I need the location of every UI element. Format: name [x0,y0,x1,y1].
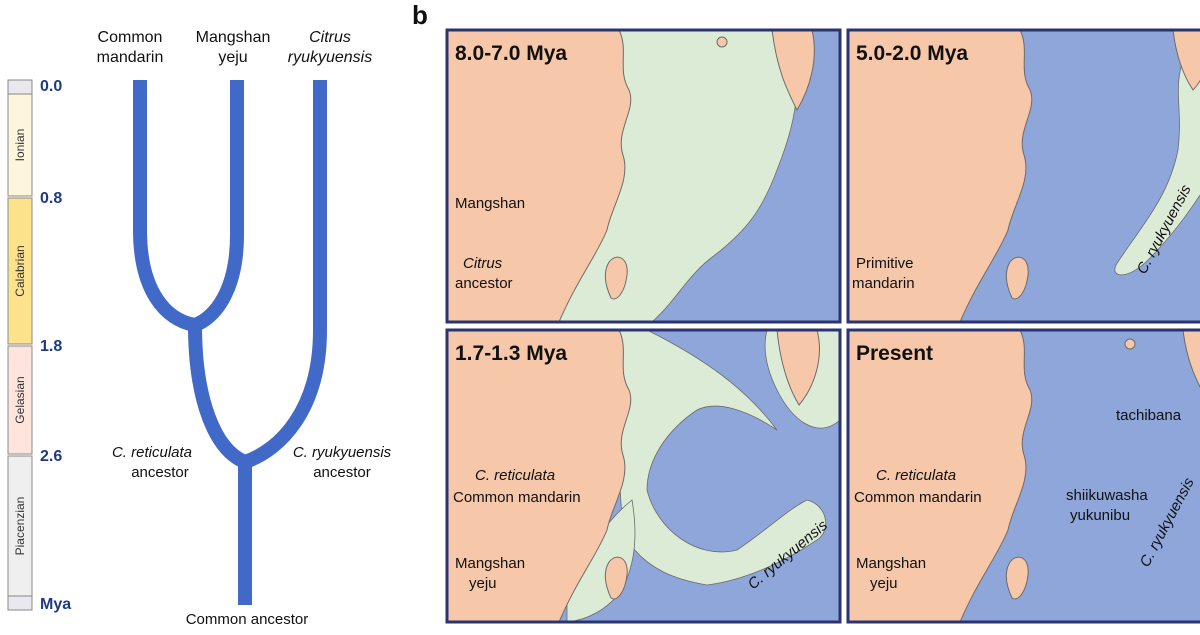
age-unit: Mya [40,596,71,613]
ancestor-label: C. reticulata [112,444,192,461]
ancestor-label: ancestor [313,464,371,481]
map-label: shiikuwasha [1066,487,1148,504]
map-panel: 1.7-1.3 Mya C. reticulata Common mandari… [445,328,842,624]
tip-label: Citrus [309,29,351,46]
stage-box [7,345,33,455]
map-panel: 8.0-7.0 Mya Mangshan Citrus ancestor [445,28,842,324]
map-label: Common mandarin [453,489,581,506]
tip-label: Mangshan [196,29,271,46]
map-label: Mangshan [856,555,926,572]
tip-label: yeju [218,49,247,66]
panel-label: b [412,0,428,30]
map-title: 8.0-7.0 Mya [455,42,567,65]
map-label: C. reticulata [475,467,555,484]
map-title: 1.7-1.3 Mya [455,342,567,365]
map-label: Primitive [856,255,914,272]
map-label: Mangshan [455,195,525,212]
stage-label: Piacenzian [13,497,27,556]
tip-label: ryukyuensis [288,49,372,66]
map-label: Common mandarin [854,489,982,506]
map-label: ancestor [455,275,513,292]
age-label: 0.8 [40,190,62,207]
map-label: Citrus [463,255,503,272]
stage-label: Gelasian [13,376,27,423]
age-label: 2.6 [40,448,62,465]
branch [242,80,327,469]
branch [133,80,197,332]
ancestor-label: ancestor [131,464,189,481]
stage-label: Calabrian [13,245,27,296]
map-panel: 5.0-2.0 Mya Primitive mandarin C. ryukyu… [846,28,1200,324]
tip-label: Common [98,29,163,46]
branch [192,80,244,332]
map-label: mandarin [852,275,915,292]
age-label: 1.8 [40,338,62,355]
stage-label: Ionian [13,129,27,162]
ancestor-label: Common ancestor [186,611,309,628]
stage-box [7,197,33,345]
map-label: tachibana [1116,407,1182,424]
map-label: yeju [870,575,898,592]
ancestor-label: C. ryukyuensis [293,444,392,461]
map-label: Mangshan [455,555,525,572]
timescale: Ionian Calabrian Gelasian Piacenzian 0.0… [7,78,71,613]
stage-box [7,455,33,597]
map-label: yeju [469,575,497,592]
branch [188,324,249,469]
stage-box [7,93,33,197]
map-panel: Present C. reticulata Common mandarin Ma… [846,328,1200,624]
map-label: C. reticulata [876,467,956,484]
scale-cap [7,595,33,611]
age-label: 0.0 [40,78,62,95]
map-title: Present [856,342,933,365]
tip-label: mandarin [97,49,164,66]
scale-cap [7,79,33,95]
map-title: 5.0-2.0 Mya [856,42,968,65]
map-label: yukunibu [1070,507,1130,524]
phylogeny: Common mandarin Mangshan yeju Citrus ryu… [97,29,392,628]
